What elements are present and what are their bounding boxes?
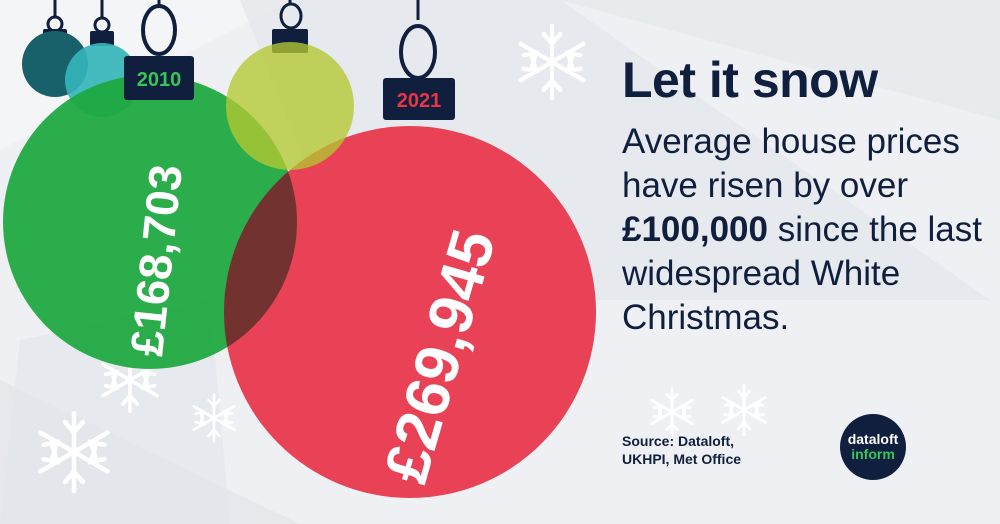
body-text-part1: Average house prices have risen by over: [622, 122, 960, 205]
bauble-marks: [3, 75, 596, 498]
headline: Let it snow: [622, 52, 878, 108]
cap-2010: [124, 56, 194, 100]
logo-text-dataloft: dataloft: [847, 431, 899, 447]
body-text-part2: since the last widespread White Christma…: [622, 210, 982, 337]
snowflake-icon: [650, 387, 694, 437]
bauble-loop: [141, 4, 177, 56]
logo-text-inform: inform: [851, 446, 895, 462]
bauble-2010: [3, 75, 297, 369]
lime-bauble: [226, 42, 354, 170]
bauble-cap: [90, 31, 114, 46]
bg-facet: [560, 0, 1000, 120]
bauble-2021: [224, 126, 596, 498]
bauble-loop: [279, 2, 303, 30]
body-text-highlight: £100,000: [622, 210, 768, 249]
cap-2021: [383, 78, 455, 120]
year-label-2010: 2010: [137, 69, 182, 91]
body-text: Average house prices have risen by over …: [622, 120, 982, 340]
snowflake-icon: [721, 383, 767, 437]
dataloft-logo: dataloft inform: [840, 414, 906, 480]
year-label-2021: 2021: [397, 90, 442, 112]
source-note: Source: Dataloft, UKHPI, Met Office: [622, 433, 742, 467]
